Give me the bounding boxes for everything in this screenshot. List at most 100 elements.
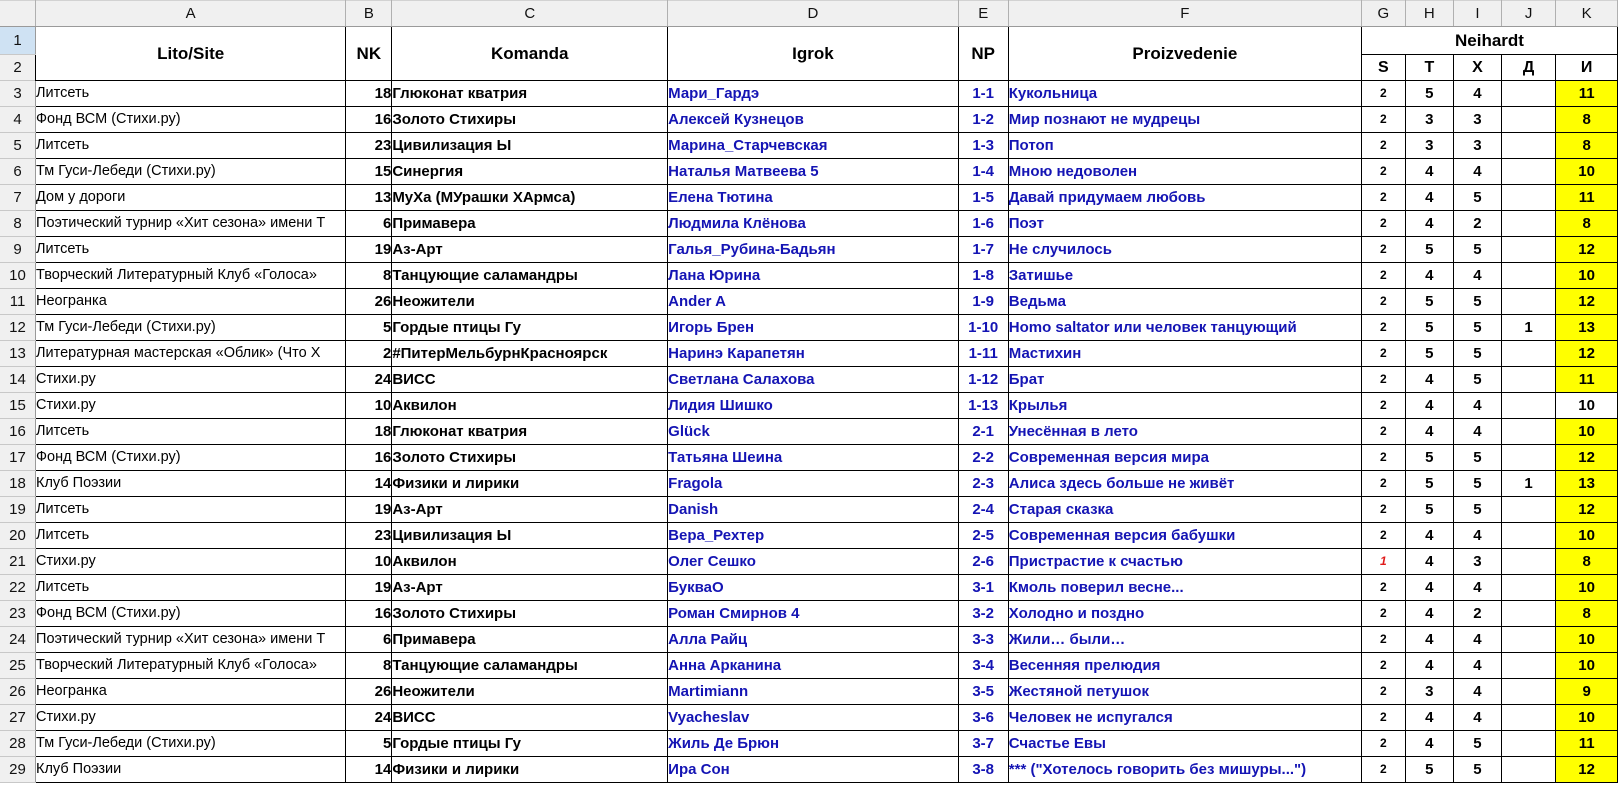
row-header-2[interactable]: 2: [0, 54, 37, 81]
cell-score-x[interactable]: 4: [1453, 262, 1502, 289]
table-row[interactable]: 9 Литсеть 19 Аз-Арт Галья_Рубина-Бадьян 1-7 Не…: [0, 236, 1618, 263]
cell-komanda[interactable]: Примавера: [391, 626, 669, 653]
cell-komanda[interactable]: Физики и лирики: [391, 756, 669, 783]
row-header-21[interactable]: 21: [0, 548, 37, 575]
cell-score-d[interactable]: [1501, 678, 1557, 705]
cell-total[interactable]: 13: [1555, 314, 1618, 341]
cell-score-s[interactable]: 1: [1361, 548, 1406, 575]
cell-total[interactable]: 10: [1555, 158, 1618, 185]
cell-score-t[interactable]: 4: [1405, 262, 1454, 289]
table-row[interactable]: 19 Литсеть 19 Аз-Арт Danish 2-4 Старая сказка 2…: [0, 496, 1618, 523]
cell-score-t[interactable]: 5: [1405, 80, 1454, 107]
cell-igrok[interactable]: Людмила Клёнова: [667, 210, 959, 237]
cell-proizvedenie[interactable]: Потоп: [1008, 132, 1362, 159]
cell-komanda[interactable]: Глюконат кватрия: [391, 418, 669, 445]
table-row[interactable]: 5 Литсеть 23 Цивилизация Ы Марина_Старчевска…: [0, 132, 1618, 159]
row-header-5[interactable]: 5: [0, 132, 37, 159]
cell-igrok[interactable]: Елена Тютина: [667, 184, 959, 211]
cell-nk[interactable]: 13: [345, 184, 393, 211]
cell-total[interactable]: 11: [1555, 366, 1618, 393]
cell-np[interactable]: 1-7: [958, 236, 1009, 263]
cell-lito-site[interactable]: Стихи.ру: [35, 704, 347, 731]
cell-komanda[interactable]: Гордые птицы Гу: [391, 314, 669, 341]
cell-score-x[interactable]: 2: [1453, 210, 1502, 237]
row-header-20[interactable]: 20: [0, 522, 37, 549]
cell-total[interactable]: 10: [1555, 522, 1618, 549]
cell-komanda[interactable]: Аквилон: [391, 548, 669, 575]
cell-np[interactable]: 1-8: [958, 262, 1009, 289]
table-row[interactable]: 29 Клуб Поэзии 14 Физики и лирики Ира Сон 3-8…: [0, 756, 1618, 783]
cell-total[interactable]: 12: [1555, 340, 1618, 367]
row-header-7[interactable]: 7: [0, 184, 37, 211]
cell-nk[interactable]: 15: [345, 158, 393, 185]
cell-score-d[interactable]: [1501, 704, 1557, 731]
cell-lito-site[interactable]: Фонд ВСМ (Стихи.ру): [35, 106, 347, 133]
cell-komanda[interactable]: Цивилизация Ы: [391, 132, 669, 159]
cell-total[interactable]: 11: [1555, 80, 1618, 107]
cell-score-d[interactable]: [1501, 236, 1557, 263]
cell-score-s[interactable]: 2: [1361, 340, 1406, 367]
cell-total[interactable]: 10: [1555, 704, 1618, 731]
cell-igrok[interactable]: Лана Юрина: [667, 262, 959, 289]
row-header-22[interactable]: 22: [0, 574, 37, 601]
cell-komanda[interactable]: Глюконат кватрия: [391, 80, 669, 107]
cell-proizvedenie[interactable]: Современная версия мира: [1008, 444, 1362, 471]
cell-komanda[interactable]: Золото Стихиры: [391, 106, 669, 133]
cell-score-t[interactable]: 5: [1405, 444, 1454, 471]
cell-total[interactable]: 12: [1555, 496, 1618, 523]
cell-nk[interactable]: 19: [345, 574, 393, 601]
cell-lito-site[interactable]: Литсеть: [35, 236, 347, 263]
cell-nk[interactable]: 16: [345, 106, 393, 133]
cell-komanda[interactable]: Танцующие саламандры: [391, 262, 669, 289]
cell-score-d[interactable]: [1501, 626, 1557, 653]
cell-proizvedenie[interactable]: Мною недоволен: [1008, 158, 1362, 185]
cell-score-s[interactable]: 2: [1361, 704, 1406, 731]
cell-proizvedenie[interactable]: Ведьма: [1008, 288, 1362, 315]
cell-total[interactable]: 10: [1555, 652, 1618, 679]
cell-score-s[interactable]: 2: [1361, 158, 1406, 185]
row-header-13[interactable]: 13: [0, 340, 37, 367]
table-row[interactable]: 14 Стихи.ру 24 ВИСС Светлана Салахова 1-12 Бра…: [0, 366, 1618, 393]
cell-score-t[interactable]: 4: [1405, 158, 1454, 185]
cell-proizvedenie[interactable]: Пристрастие к счастью: [1008, 548, 1362, 575]
row-header-3[interactable]: 3: [0, 80, 37, 107]
cell-score-x[interactable]: 4: [1453, 626, 1502, 653]
cell-igrok[interactable]: Мари_Гардэ: [667, 80, 959, 107]
cell-score-d[interactable]: [1501, 132, 1557, 159]
table-row[interactable]: 20 Литсеть 23 Цивилизация Ы Вера_Рехтер 2-5 Со…: [0, 522, 1618, 549]
cell-proizvedenie[interactable]: Счастье Евы: [1008, 730, 1362, 757]
cell-total[interactable]: 12: [1555, 444, 1618, 471]
cell-komanda[interactable]: Золото Стихиры: [391, 444, 669, 471]
cell-np[interactable]: 2-3: [958, 470, 1009, 497]
cell-score-d[interactable]: [1501, 210, 1557, 237]
cell-score-d[interactable]: [1501, 340, 1557, 367]
cell-total[interactable]: 11: [1555, 730, 1618, 757]
table-row[interactable]: 28 Тм Гуси-Лебеди (Стихи.ру) 5 Гордые птицы…: [0, 730, 1618, 757]
cell-score-s[interactable]: 2: [1361, 262, 1406, 289]
cell-np[interactable]: 3-3: [958, 626, 1009, 653]
cell-score-x[interactable]: 4: [1453, 704, 1502, 731]
row-header-27[interactable]: 27: [0, 704, 37, 731]
cell-lito-site[interactable]: Литсеть: [35, 418, 347, 445]
cell-np[interactable]: 1-4: [958, 158, 1009, 185]
cell-lito-site[interactable]: Тм Гуси-Лебеди (Стихи.ру): [35, 730, 347, 757]
cell-proizvedenie[interactable]: Старая сказка: [1008, 496, 1362, 523]
table-row[interactable]: 18 Клуб Поэзии 14 Физики и лирики Fragola 2-3…: [0, 470, 1618, 497]
cell-proizvedenie[interactable]: Поэт: [1008, 210, 1362, 237]
cell-lito-site[interactable]: Фонд ВСМ (Стихи.ру): [35, 600, 347, 627]
table-row[interactable]: 25 Творческий Литературный Клуб «Голоса» 8…: [0, 652, 1618, 679]
table-row[interactable]: 3 Литсеть 18 Глюконат кватрия Мари_Гардэ 1-1 К…: [0, 80, 1618, 107]
cell-nk[interactable]: 24: [345, 704, 393, 731]
cell-score-s[interactable]: 2: [1361, 418, 1406, 445]
cell-proizvedenie[interactable]: Человек не испугался: [1008, 704, 1362, 731]
cell-lito-site[interactable]: Клуб Поэзии: [35, 756, 347, 783]
cell-score-d[interactable]: 1: [1501, 470, 1557, 497]
cell-igrok[interactable]: Алла Райц: [667, 626, 959, 653]
cell-score-d[interactable]: [1501, 522, 1557, 549]
cell-score-t[interactable]: 5: [1405, 236, 1454, 263]
cell-komanda[interactable]: Золото Стихиры: [391, 600, 669, 627]
cell-score-x[interactable]: 5: [1453, 288, 1502, 315]
row-header-15[interactable]: 15: [0, 392, 37, 419]
row-header-28[interactable]: 28: [0, 730, 37, 757]
cell-komanda[interactable]: Аз-Арт: [391, 236, 669, 263]
